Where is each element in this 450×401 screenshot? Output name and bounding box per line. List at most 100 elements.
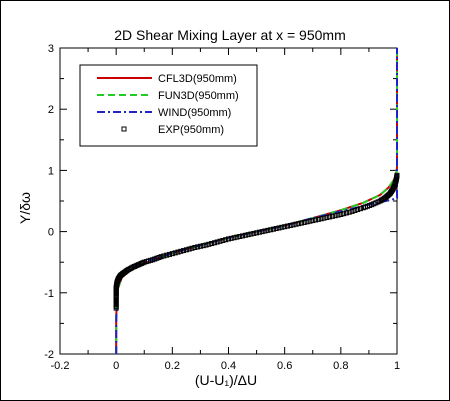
y-tick-label: 0	[48, 227, 54, 239]
exp-marker	[231, 235, 237, 241]
exp-marker	[318, 216, 324, 222]
exp-marker	[214, 239, 220, 245]
exp-marker	[245, 232, 251, 238]
exp-marker	[237, 233, 243, 239]
exp-marker	[242, 232, 248, 238]
exp-marker	[217, 238, 223, 244]
exp-marker	[307, 218, 313, 224]
exp-marker	[161, 253, 167, 259]
exp-marker	[178, 248, 184, 254]
legend-label: EXP(950mm)	[158, 124, 224, 136]
exp-marker	[167, 251, 173, 257]
exp-marker	[226, 236, 231, 242]
exp-marker	[276, 225, 282, 231]
exp-marker	[195, 244, 201, 250]
exp-marker	[355, 207, 361, 213]
exp-marker	[301, 219, 307, 225]
exp-marker	[268, 227, 274, 233]
exp-marker	[248, 231, 254, 237]
exp-marker	[169, 251, 175, 257]
exp-marker	[352, 207, 358, 213]
exp-marker	[293, 221, 299, 227]
exp-marker	[310, 218, 316, 224]
exp-marker	[324, 215, 330, 221]
exp-marker	[282, 224, 288, 230]
y-axis: -2 -1 0 1 2 3	[44, 43, 397, 361]
x-tick-label: 0.2	[165, 360, 180, 372]
legend-label: CFL3D(950mm)	[158, 73, 237, 85]
exp-marker	[200, 243, 206, 249]
exp-marker	[394, 172, 400, 178]
exp-marker	[211, 240, 217, 246]
y-tick-label: -1	[44, 288, 54, 300]
x-tick-label: 1	[394, 360, 400, 372]
exp-marker	[290, 222, 296, 228]
exp-marker	[228, 235, 234, 241]
y-tick-label: 2	[48, 104, 54, 116]
exp-marker	[335, 212, 341, 218]
exp-marker	[279, 224, 285, 230]
exp-marker	[181, 248, 187, 254]
legend-label: WIND(950mm)	[158, 107, 231, 119]
exp-marker	[256, 229, 262, 235]
exp-marker	[223, 237, 229, 243]
exp-marker	[296, 221, 302, 227]
exp-marker	[287, 222, 293, 228]
exp-marker	[270, 226, 276, 232]
exp-marker	[346, 209, 352, 215]
exp-marker	[234, 234, 240, 240]
legend: CFL3D(950mm) FUN3D(950mm) WIND(950mm) EXP(9…	[79, 64, 258, 147]
x-tick-label: 0.6	[277, 360, 292, 372]
chart-title: 2D Shear Mixing Layer at x = 950mm	[114, 27, 346, 43]
exp-marker	[197, 243, 203, 249]
exp-marker	[192, 245, 198, 251]
exp-marker	[186, 246, 192, 252]
x-axis-title: (U-U₁)/ΔU	[195, 372, 257, 388]
exp-marker	[349, 208, 355, 214]
exp-marker	[183, 247, 189, 253]
y-tick-label: 1	[48, 165, 54, 177]
exp-marker	[175, 249, 181, 255]
series-layer	[113, 48, 400, 354]
exp-marker	[357, 206, 363, 212]
exp-marker	[240, 233, 246, 239]
exp-marker	[189, 245, 195, 251]
x-tick-label: -0.2	[51, 360, 70, 372]
exp-marker	[164, 252, 170, 258]
y-axis-title: Y/δω	[17, 192, 33, 224]
exp-marker	[327, 214, 333, 220]
exp-marker	[138, 260, 144, 266]
exp-marker	[251, 230, 257, 236]
exp-marker	[265, 227, 271, 233]
exp-marker	[273, 226, 279, 232]
x-tick-label: 0.8	[333, 360, 348, 372]
exp-marker	[315, 216, 321, 222]
exp-marker	[321, 215, 327, 221]
exp-marker	[338, 211, 344, 217]
legend-label: FUN3D(950mm)	[158, 90, 239, 102]
exp-marker	[172, 250, 178, 256]
exp-marker	[343, 210, 349, 216]
exp-marker	[254, 230, 260, 236]
exp-marker	[259, 229, 265, 235]
exp-marker	[341, 211, 347, 217]
exp-marker	[206, 241, 212, 247]
exp-marker	[313, 217, 319, 223]
exp-marker	[203, 242, 209, 248]
x-tick-label: 0.4	[221, 360, 236, 372]
x-tick-label: 0	[113, 360, 119, 372]
exp-marker	[299, 220, 305, 226]
exp-marker	[284, 223, 290, 229]
exp-marker	[304, 219, 310, 225]
exp-marker	[329, 213, 335, 219]
exp-marker	[209, 241, 215, 247]
x-axis: -0.2 0 0.2 0.4 0.6 0.8 1	[51, 48, 400, 372]
exp-marker	[158, 254, 164, 260]
y-tick-label: -2	[44, 349, 54, 361]
legend-swatch	[121, 126, 127, 132]
exp-marker	[220, 237, 226, 243]
y-tick-label: 3	[48, 43, 54, 55]
exp-marker	[332, 213, 338, 219]
exp-marker	[262, 228, 268, 234]
